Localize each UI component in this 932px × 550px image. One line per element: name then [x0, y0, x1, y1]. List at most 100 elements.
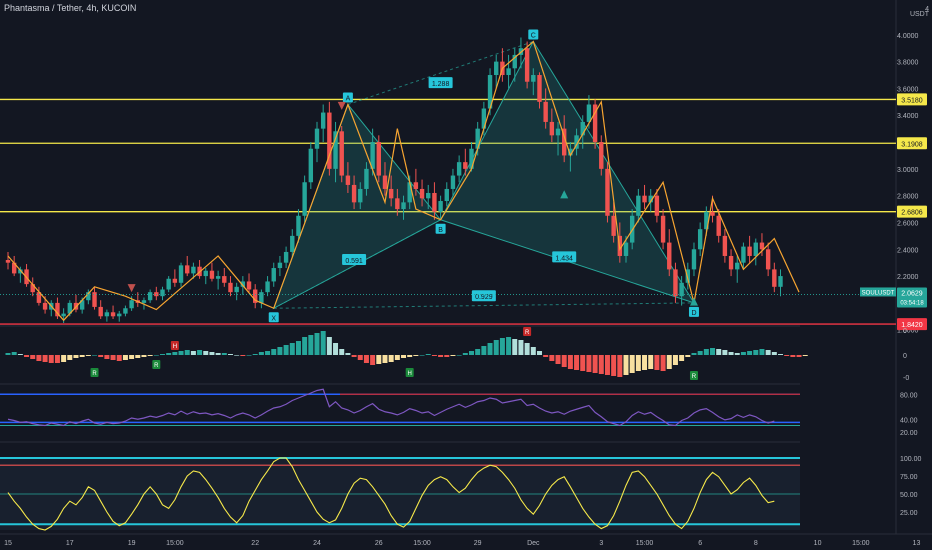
candle-body	[290, 235, 295, 252]
level-price-label: 1.8420	[901, 322, 923, 329]
level-price-label: 2.6806	[901, 210, 923, 217]
stoch-tick-label: 50.00	[900, 492, 918, 499]
candle-body	[141, 300, 147, 303]
candle-body	[388, 188, 394, 199]
candle-body	[487, 75, 493, 109]
price-tick-label: 1.8000	[897, 328, 919, 335]
candle-body	[481, 108, 487, 129]
candle-body	[463, 162, 468, 169]
histogram-bar	[722, 350, 728, 355]
candle-body	[345, 175, 351, 185]
stoch-tick-label: 25.00	[900, 510, 918, 517]
histogram-bar	[740, 352, 746, 355]
level-price-tag	[897, 137, 927, 150]
histogram-bar	[116, 355, 122, 361]
histogram-bar	[691, 353, 697, 355]
candle-body	[562, 128, 567, 156]
candle-body	[592, 104, 598, 143]
candle-body	[283, 251, 289, 263]
level-price-tag	[897, 93, 927, 106]
divergence-marker	[90, 368, 99, 377]
histogram-bar	[184, 350, 190, 355]
rsi-tick-label: 20.00	[900, 430, 918, 437]
histogram-bar	[450, 355, 456, 356]
histogram-bar	[413, 355, 419, 356]
histogram-bar	[246, 355, 252, 356]
candle-body	[512, 54, 517, 69]
histogram-bar	[314, 333, 320, 355]
candle-body	[30, 284, 35, 293]
histogram-bar	[716, 349, 722, 355]
time-tick-label: 22	[251, 540, 259, 547]
macd-tick-label: 0	[903, 353, 907, 360]
histogram-bar	[642, 355, 648, 370]
histogram-bar	[586, 355, 592, 372]
histogram-bar	[153, 355, 159, 356]
candle-body	[228, 282, 233, 293]
histogram-bar	[110, 355, 116, 360]
histogram-bar	[629, 355, 635, 373]
histogram-bar	[784, 355, 790, 356]
candle-body	[117, 313, 122, 317]
candle-body	[11, 262, 17, 274]
candle-body	[759, 242, 765, 250]
histogram-bar	[326, 337, 332, 355]
histogram-bar	[536, 351, 542, 355]
histogram-bar	[778, 354, 783, 355]
histogram-bar	[302, 337, 308, 355]
candle-body	[549, 121, 555, 136]
candle-body	[110, 312, 116, 317]
histogram-bar	[5, 353, 11, 355]
histogram-bar	[611, 355, 617, 376]
histogram-bar	[561, 355, 567, 367]
candle-body	[265, 281, 270, 293]
candle-body	[147, 292, 153, 301]
candle-body	[747, 246, 752, 256]
candle-body	[537, 75, 542, 102]
histogram-bar	[190, 351, 196, 355]
histogram-bar	[320, 331, 326, 355]
candle-body	[240, 281, 246, 287]
candle-body	[469, 148, 474, 169]
time-tick-label: 3	[599, 540, 603, 547]
level-price-tag	[897, 318, 927, 331]
candle-body	[172, 278, 178, 283]
candle-body	[246, 281, 252, 290]
histogram-bar	[425, 354, 431, 355]
price-tick-label: 3.8000	[897, 60, 919, 67]
time-tick-label: 26	[375, 540, 383, 547]
histogram-bar	[703, 349, 709, 355]
candle-body	[333, 131, 338, 169]
histogram-bar	[592, 355, 598, 373]
histogram-bar	[252, 354, 258, 355]
candle-body	[494, 61, 499, 76]
histogram-bar	[234, 355, 240, 356]
candle-body	[277, 262, 283, 269]
divergence-marker	[152, 360, 161, 369]
candle-body	[191, 266, 196, 274]
candle-body	[456, 162, 462, 176]
histogram-bar	[747, 351, 753, 355]
candle-body	[735, 262, 740, 270]
pattern-point-label: X	[271, 315, 276, 322]
candle-body	[98, 306, 103, 317]
histogram-bar	[666, 355, 672, 369]
histogram-bar	[419, 355, 425, 356]
histogram-bar	[277, 347, 283, 355]
histogram-bar	[648, 355, 654, 369]
candle-body	[704, 211, 709, 230]
histogram-bar	[283, 345, 289, 355]
candle-body	[166, 278, 171, 290]
rsi-tick-label: 80.00	[900, 392, 918, 399]
histogram-bar	[67, 355, 73, 360]
pattern-point-badge	[435, 223, 446, 234]
candle-body	[654, 195, 660, 216]
histogram-bar	[197, 350, 203, 355]
time-tick-label: 8	[754, 540, 758, 547]
price-tick-label: 3.4000	[897, 113, 919, 120]
candle-body	[382, 175, 388, 189]
histogram-bar	[122, 355, 128, 360]
candle-body	[259, 292, 264, 303]
chart-title: Phantasma / Tether, 4h, KUCOIN	[4, 3, 137, 13]
